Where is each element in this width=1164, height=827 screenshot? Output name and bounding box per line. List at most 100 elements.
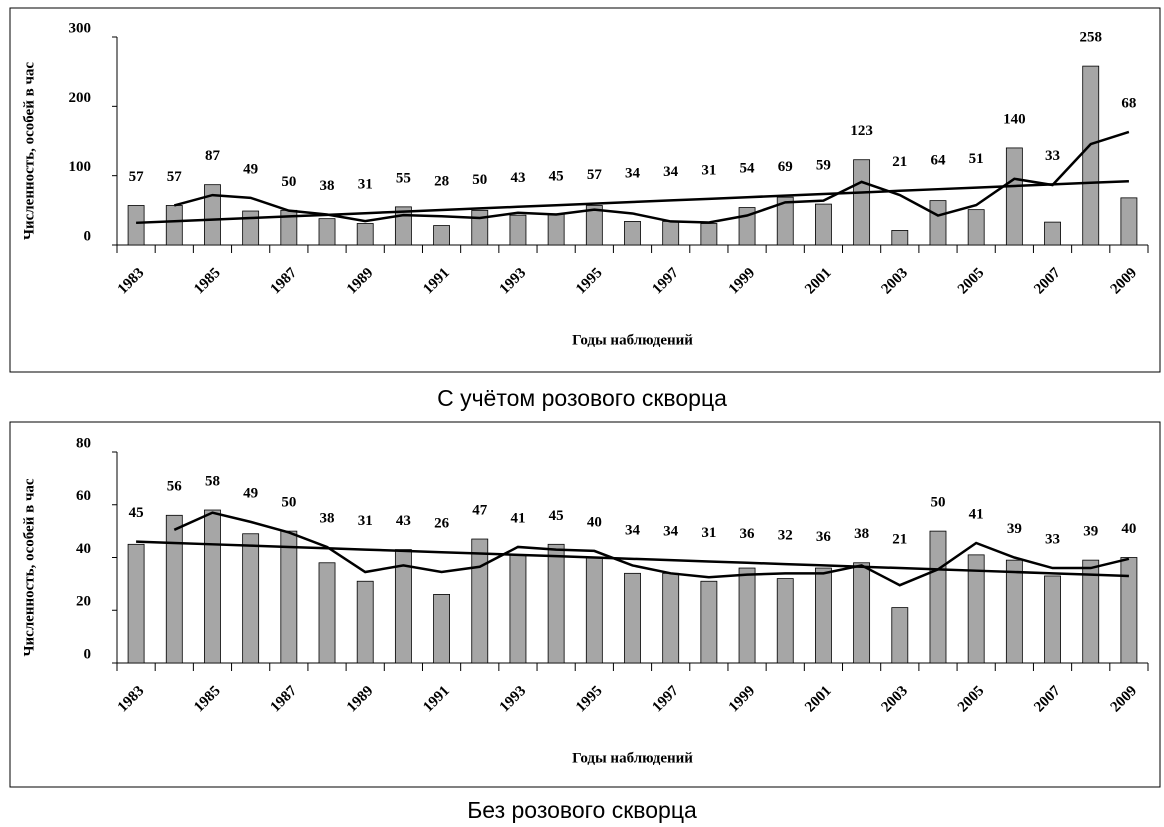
y-tick-label: 200 xyxy=(69,90,92,106)
data-label: 38 xyxy=(320,178,335,194)
x-tick-label: 2009 xyxy=(1108,683,1141,716)
data-label: 33 xyxy=(1045,148,1060,164)
data-label: 38 xyxy=(854,526,869,542)
data-label: 41 xyxy=(510,510,525,526)
data-label: 40 xyxy=(1121,521,1136,537)
bar xyxy=(547,543,565,664)
data-label: 31 xyxy=(358,513,373,529)
x-tick-label: 1993 xyxy=(497,265,530,298)
bar xyxy=(509,554,527,664)
x-tick-label: 2005 xyxy=(955,265,988,298)
x-tick-label: 2003 xyxy=(879,683,912,716)
data-label: 45 xyxy=(549,508,564,524)
bar xyxy=(815,203,832,246)
x-tick-label: 1985 xyxy=(191,683,224,716)
x-axis-label: Годы наблюдений xyxy=(572,750,693,766)
bar xyxy=(1120,557,1138,664)
bar xyxy=(1044,575,1061,664)
data-label: 87 xyxy=(205,148,221,164)
bar xyxy=(509,214,527,246)
x-tick-label: 2001 xyxy=(802,683,835,716)
data-label: 59 xyxy=(816,157,831,173)
bar xyxy=(776,578,794,664)
x-tick-label: 2009 xyxy=(1108,265,1141,298)
data-label: 50 xyxy=(930,495,945,511)
x-tick-label: 1995 xyxy=(573,683,606,716)
x-tick-label: 1985 xyxy=(191,265,224,298)
bar xyxy=(891,230,909,246)
data-label: 33 xyxy=(1045,531,1060,547)
x-axis-label: Годы наблюдений xyxy=(572,332,693,348)
caption: С учётом розового скворца xyxy=(437,385,727,411)
data-label: 54 xyxy=(740,161,756,177)
x-tick-label: 2005 xyxy=(955,683,988,716)
chart-frame xyxy=(9,7,1161,373)
bar xyxy=(1082,65,1100,246)
data-label: 21 xyxy=(892,154,907,170)
y-axis-label: Численность, особей в час xyxy=(21,62,37,240)
data-label: 21 xyxy=(892,531,907,547)
bar xyxy=(929,530,947,664)
data-label: 41 xyxy=(969,506,984,522)
data-label: 32 xyxy=(778,528,793,544)
bar xyxy=(547,213,565,246)
bar xyxy=(1082,559,1100,664)
line-series xyxy=(136,540,1129,578)
data-label: 49 xyxy=(243,485,258,501)
bar xyxy=(433,225,450,246)
bar xyxy=(433,594,450,664)
x-tick-label: 1993 xyxy=(497,683,530,716)
bar xyxy=(318,218,336,246)
data-label: 56 xyxy=(167,479,183,495)
bar xyxy=(165,514,183,664)
bar xyxy=(127,205,145,246)
data-label: 57 xyxy=(129,169,145,185)
data-label: 43 xyxy=(510,170,525,186)
data-label: 39 xyxy=(1007,521,1022,537)
bar xyxy=(853,562,871,664)
bar xyxy=(585,205,603,246)
data-label: 68 xyxy=(1121,95,1136,111)
data-label: 38 xyxy=(320,510,335,526)
bar xyxy=(929,200,947,246)
y-tick-label: 80 xyxy=(76,435,91,451)
data-label: 36 xyxy=(816,529,832,545)
data-label: 31 xyxy=(358,177,373,193)
x-tick-label: 1989 xyxy=(344,683,377,716)
bar xyxy=(318,562,336,664)
bar xyxy=(394,549,412,664)
data-label: 49 xyxy=(243,161,258,177)
data-label: 47 xyxy=(472,502,488,518)
x-tick-label: 1983 xyxy=(115,683,148,716)
data-label: 58 xyxy=(205,473,220,489)
line-series xyxy=(173,511,1130,587)
data-label: 51 xyxy=(969,151,984,167)
y-tick-label: 100 xyxy=(69,159,92,175)
y-tick-label: 20 xyxy=(76,594,91,610)
data-label: 34 xyxy=(625,165,641,181)
x-tick-label: 2001 xyxy=(802,265,835,298)
bar xyxy=(738,567,756,664)
bar xyxy=(776,196,794,246)
bar xyxy=(165,205,183,246)
data-label: 140 xyxy=(1003,111,1026,127)
data-label: 69 xyxy=(778,159,793,175)
bar xyxy=(1005,147,1023,246)
x-tick-label: 1997 xyxy=(649,265,682,298)
bar xyxy=(471,209,489,246)
bar xyxy=(891,607,909,664)
data-label: 26 xyxy=(434,516,450,532)
bar xyxy=(815,567,832,664)
x-tick-label: 1997 xyxy=(649,683,682,716)
y-tick-label: 60 xyxy=(76,488,91,504)
x-tick-label: 2007 xyxy=(1031,683,1064,716)
data-label: 34 xyxy=(625,522,641,538)
data-label: 39 xyxy=(1083,524,1098,540)
data-label: 31 xyxy=(701,162,716,178)
bar xyxy=(471,538,489,664)
data-label: 45 xyxy=(549,169,564,185)
data-label: 43 xyxy=(396,513,411,529)
bar xyxy=(242,210,260,246)
y-tick-label: 40 xyxy=(76,541,91,557)
